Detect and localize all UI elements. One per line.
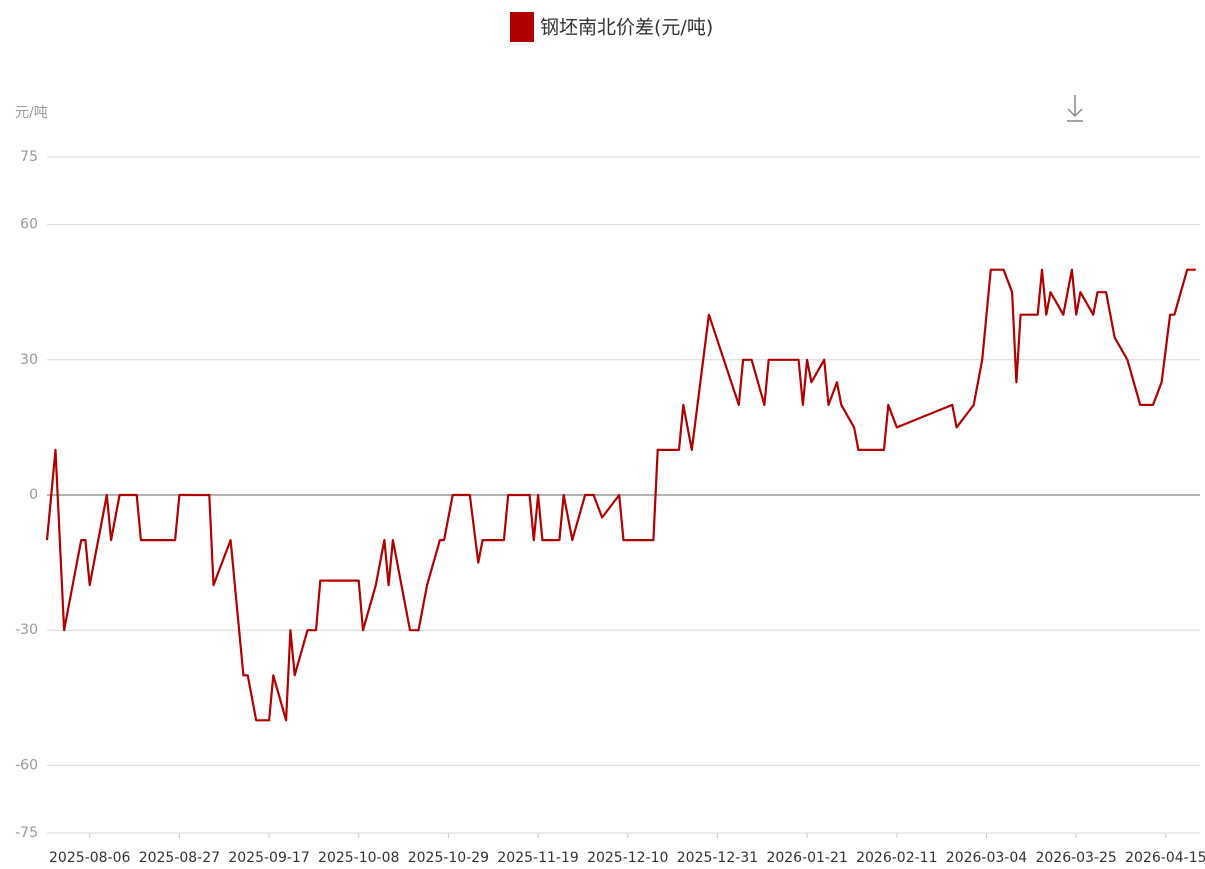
x-tick-label: 2025-09-17 [228,850,309,866]
x-tick-label: 2026-03-04 [946,850,1027,866]
x-tick-label: 2026-03-25 [1035,850,1116,866]
x-tick-label: 2025-10-08 [318,850,399,866]
y-axis-unit: 元/吨 [15,105,48,121]
x-tick-label: 2026-04-15 [1125,850,1205,866]
x-tick-label: 2025-08-06 [49,850,130,866]
x-tick-label: 2026-01-21 [766,850,847,866]
download-icon[interactable] [1067,95,1083,122]
y-tick-label: -30 [15,622,38,638]
x-tick-label: 2025-12-10 [587,850,668,866]
y-tick-label: 60 [20,217,38,233]
x-tick-label: 2026-02-11 [856,850,937,866]
x-tick-label: 2025-11-19 [497,850,578,866]
y-tick-label: -60 [15,757,38,773]
data-line [45,268,1196,722]
legend-label: 钢坯南北价差(元/吨) [540,17,713,39]
x-tick-label: 2025-10-29 [408,850,489,866]
y-tick-label: 0 [29,487,38,503]
y-tick-label: 75 [20,149,38,165]
x-tick-label: 2025-08-27 [139,850,220,866]
y-tick-label: 30 [20,352,38,368]
legend-swatch [510,12,534,42]
x-tick-label: 2025-12-31 [677,850,758,866]
y-tick-label: -75 [15,825,38,841]
